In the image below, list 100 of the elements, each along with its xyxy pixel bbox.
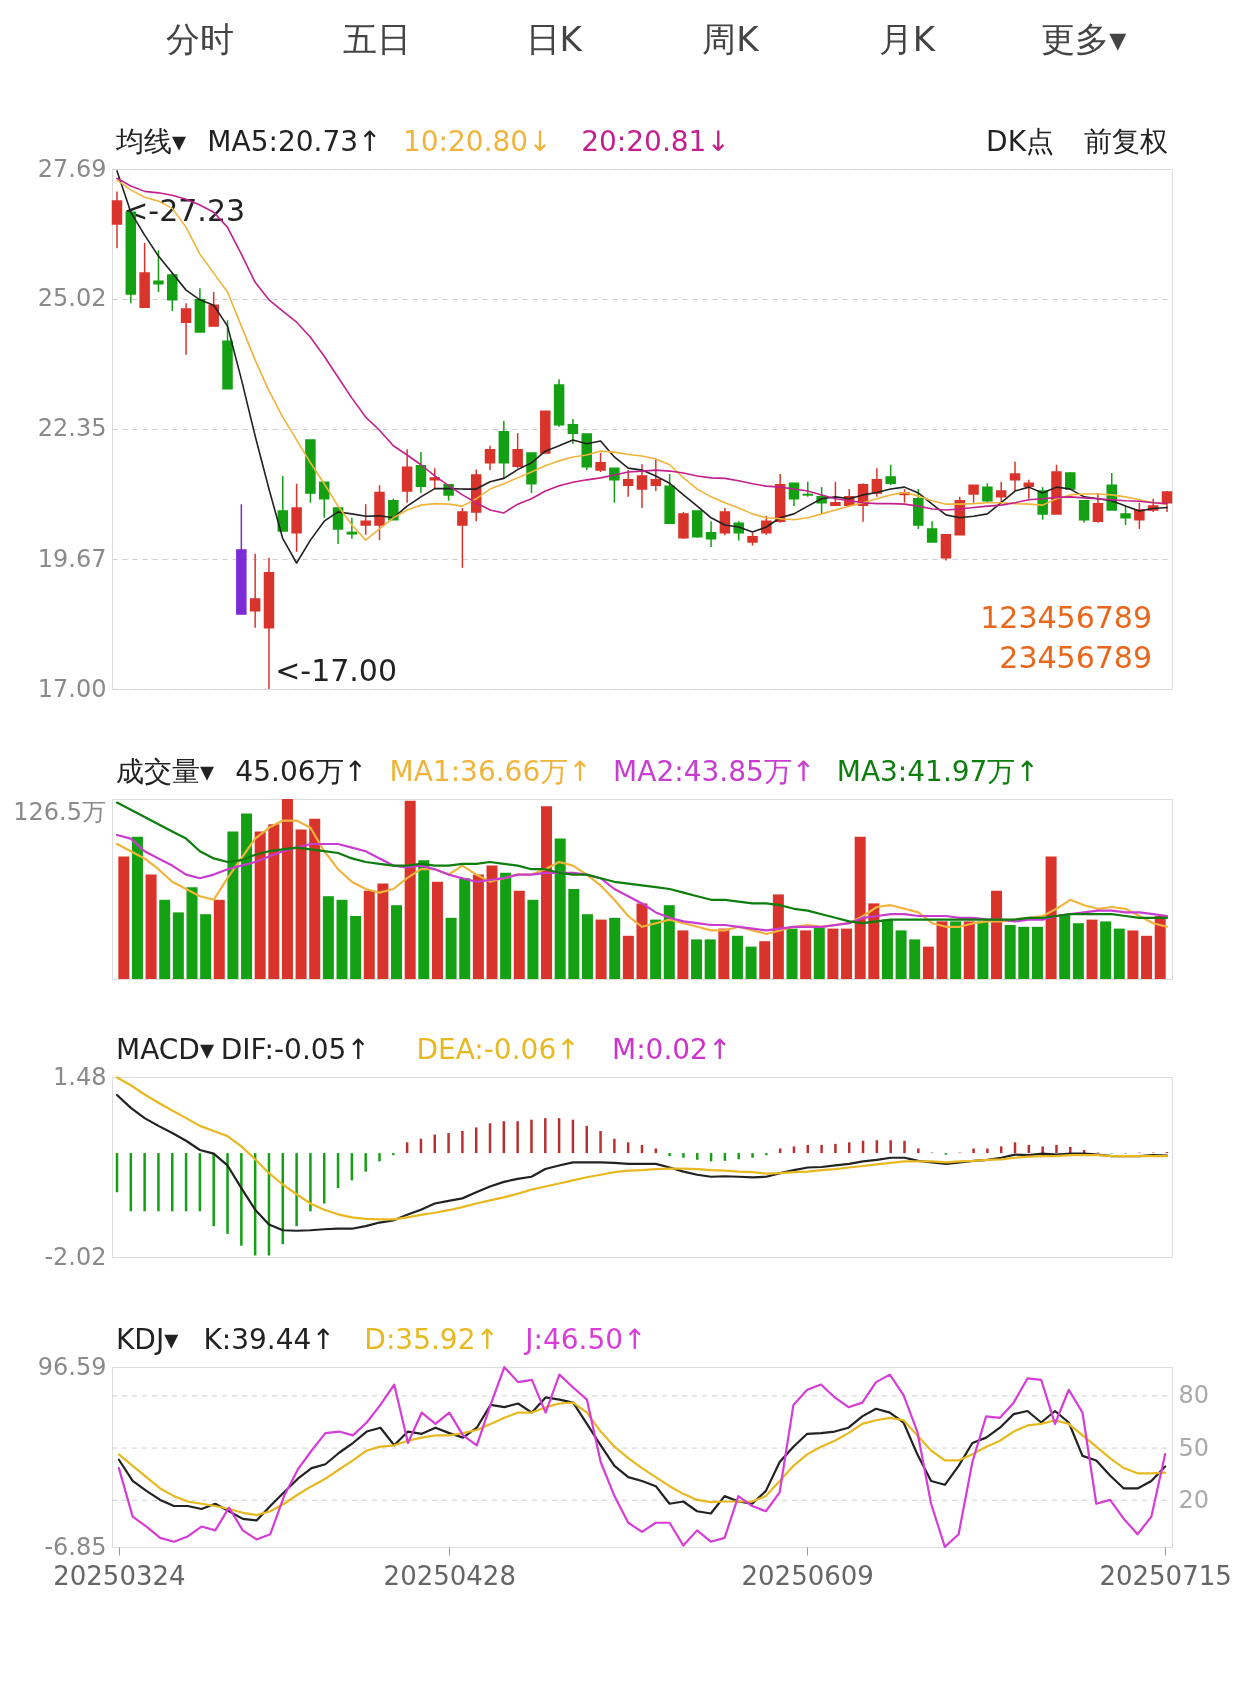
bar [1059, 914, 1071, 979]
bar [786, 928, 798, 979]
text: MA1:36.66万↑ [389, 755, 592, 788]
bar [157, 1153, 160, 1212]
text: DEA:-0.06↑ [416, 1033, 580, 1066]
candlestick [277, 475, 289, 532]
bar [581, 914, 593, 979]
text: 126.5万 [13, 798, 106, 826]
bar [322, 896, 334, 979]
bar [1055, 1144, 1058, 1154]
bar [544, 1118, 547, 1154]
candlestick [346, 517, 358, 540]
bar [143, 1153, 146, 1212]
y-tick-label: 22.35 [37, 414, 107, 443]
bar [881, 919, 893, 979]
bar [963, 921, 975, 979]
candlestick [830, 481, 841, 507]
bar [663, 905, 675, 979]
bar [377, 883, 389, 979]
candlestick [180, 302, 192, 356]
bar [772, 894, 784, 979]
bar [281, 799, 293, 979]
bar [391, 905, 403, 979]
bar [418, 860, 430, 979]
bar [868, 903, 880, 979]
bar [350, 916, 362, 979]
bar [1154, 916, 1166, 979]
bar [1045, 856, 1057, 979]
text: MA5:20.73↑ [207, 125, 382, 158]
candlestick [1120, 505, 1131, 526]
bar [917, 1148, 920, 1154]
bar [295, 829, 307, 979]
candlestick [1092, 492, 1104, 524]
bar [599, 1131, 602, 1154]
text: DK点 [986, 125, 1054, 158]
candlestick [208, 291, 219, 327]
candlestick [1009, 461, 1021, 492]
bar [751, 1153, 754, 1158]
line-series [115, 1076, 1169, 1221]
bar [404, 800, 416, 979]
bar [972, 1148, 975, 1154]
bar [500, 872, 512, 979]
legend-title: 成交量▾ [116, 755, 215, 788]
candlestick [567, 418, 579, 445]
bar [820, 1144, 823, 1154]
candlestick [636, 463, 648, 509]
bar [889, 1140, 892, 1154]
bar [745, 946, 757, 979]
candlestick [926, 520, 938, 543]
bar [841, 928, 853, 979]
bar [696, 1153, 699, 1160]
candlestick [1134, 501, 1145, 530]
candlestick [111, 190, 123, 250]
bar [691, 939, 703, 979]
x-tick-label: 20250428 [383, 1560, 516, 1591]
y-tick-label: 25.02 [37, 284, 107, 313]
candlestick [415, 451, 427, 494]
candlestick [678, 511, 689, 540]
text: 五日 [343, 19, 411, 59]
x-tick-label: 20250324 [53, 1560, 186, 1591]
bar [159, 899, 171, 979]
text: 更多▾ [1041, 19, 1127, 59]
bar [171, 1153, 174, 1212]
bar [813, 926, 825, 979]
y-tick-label: 17.00 [37, 674, 107, 703]
candlestick [595, 452, 606, 473]
text: MA2:43.85万↑ [613, 755, 816, 788]
bar [903, 1140, 906, 1154]
y2-tick-label: 80 [1178, 1381, 1210, 1410]
candlestick [1078, 500, 1090, 524]
candlestick [249, 553, 261, 629]
bar [737, 1153, 740, 1160]
candlestick [429, 467, 441, 490]
y-tick-label: 1.48 [53, 1062, 107, 1091]
bar [513, 890, 525, 979]
candlestick [705, 520, 717, 548]
bar [950, 921, 962, 979]
bar [636, 903, 648, 979]
bar [254, 831, 266, 979]
bar [827, 928, 839, 979]
bar [1018, 926, 1030, 979]
legend-title: MACD▾ [116, 1033, 214, 1066]
bar [718, 928, 730, 979]
y-tick-label: -2.02 [44, 1242, 107, 1271]
bar [1004, 925, 1016, 979]
bar [854, 836, 866, 979]
candlestick [719, 507, 731, 537]
candlestick [360, 503, 371, 536]
bar [731, 935, 743, 979]
bar [447, 1133, 450, 1154]
bar [527, 899, 539, 979]
bar [1086, 919, 1098, 979]
text: 前复权 [1084, 125, 1168, 158]
x-tick-label: 20250609 [741, 1560, 874, 1591]
bar [241, 813, 253, 979]
bar [309, 1153, 312, 1212]
y-tick-label: 96.59 [37, 1352, 107, 1381]
bar [431, 881, 443, 979]
series-label: J:46.50↑ [523, 1323, 647, 1356]
annotation: 123456789 [980, 600, 1152, 635]
